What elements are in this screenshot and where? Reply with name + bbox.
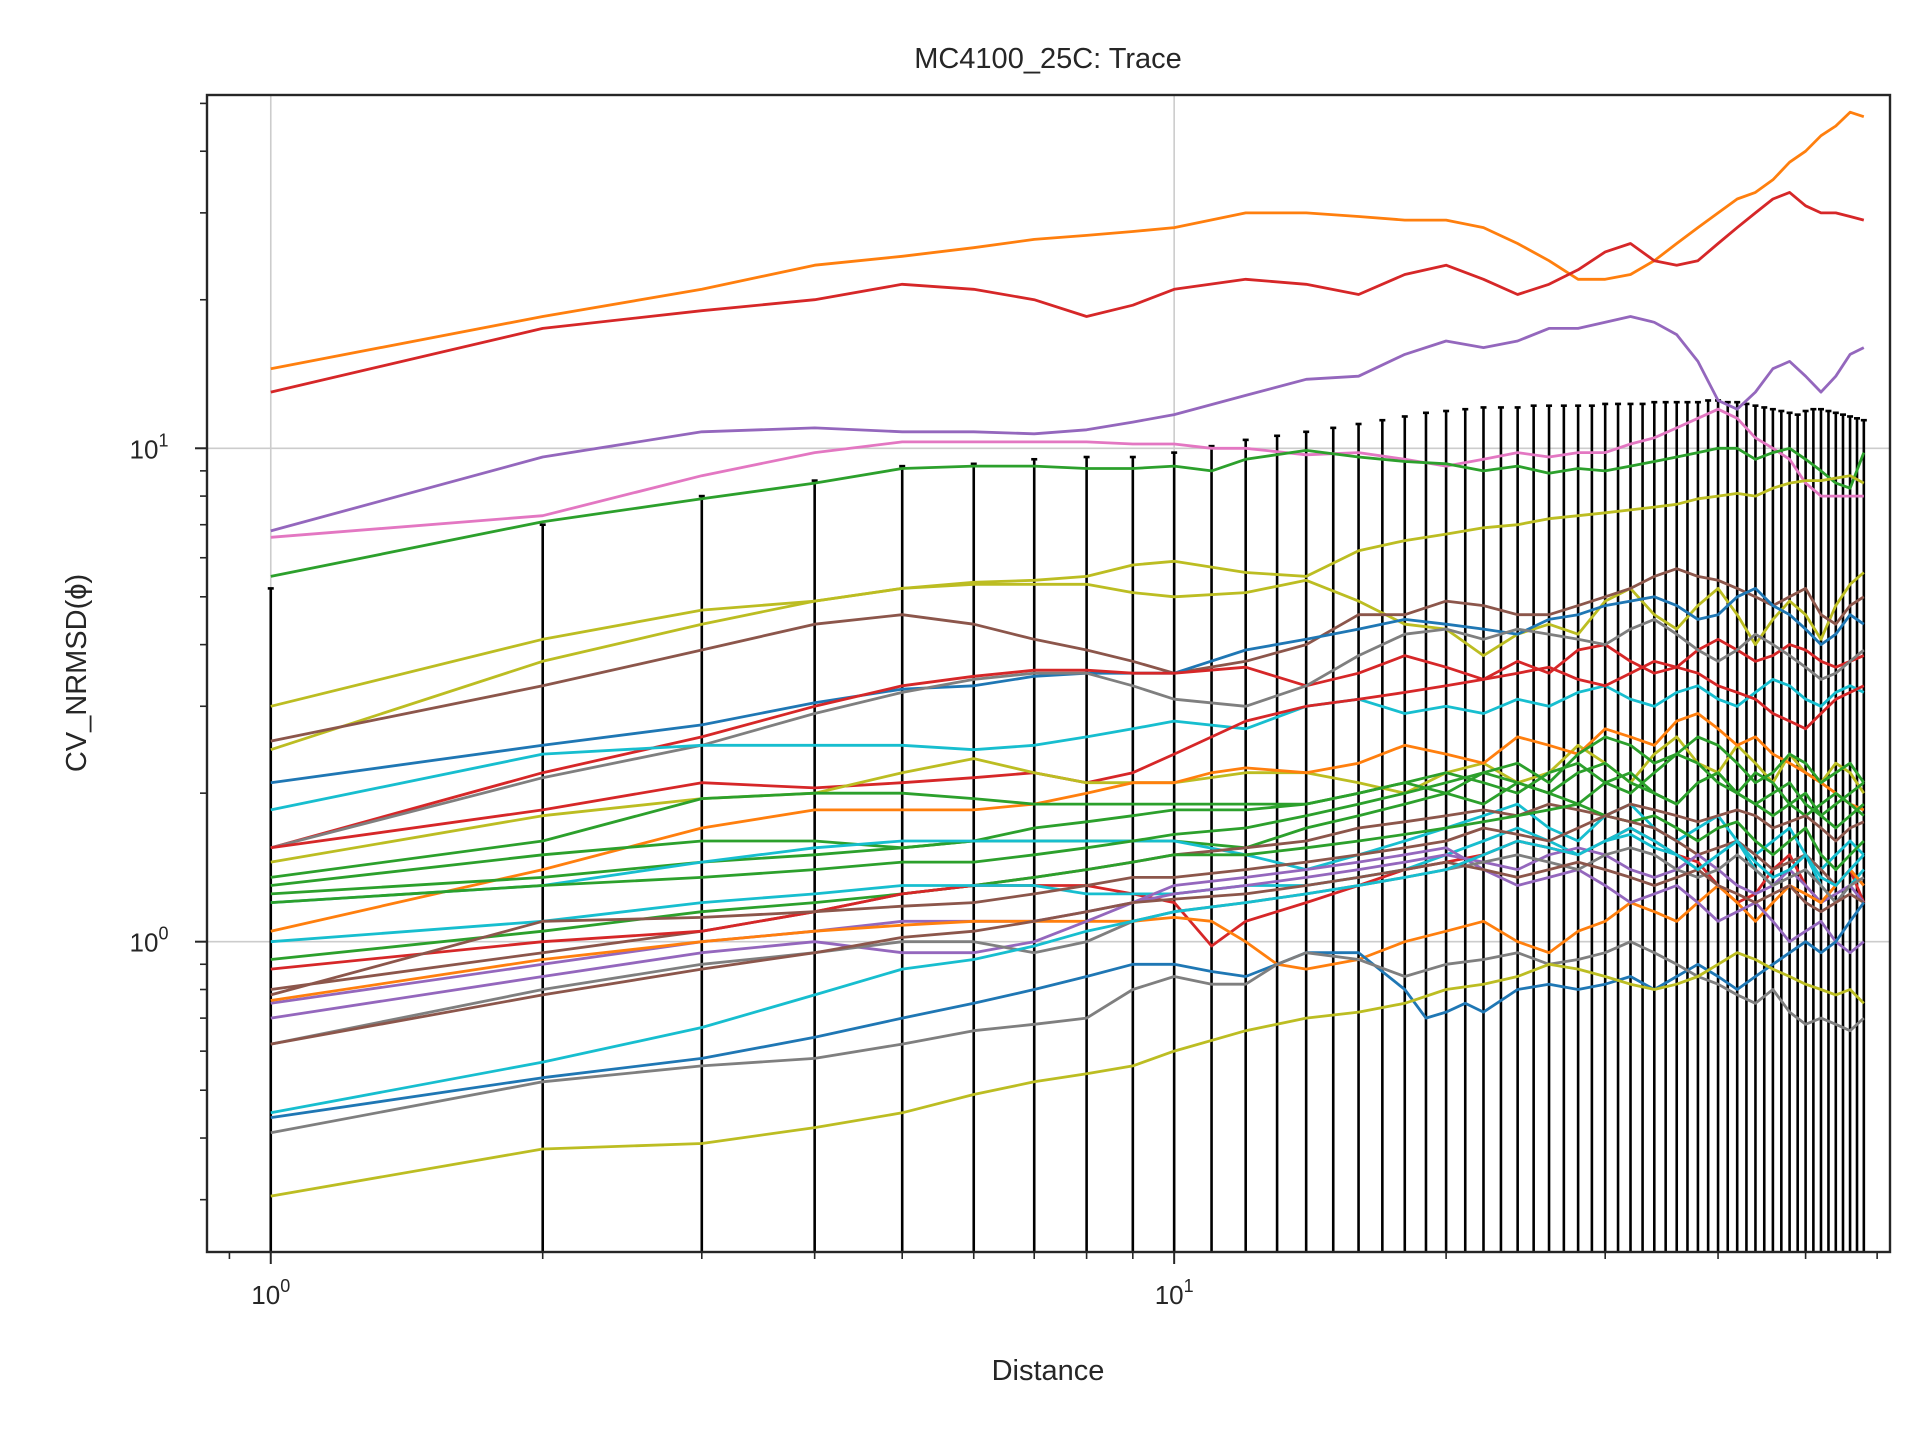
series-line-13	[270, 659, 1865, 850]
series-lines	[270, 110, 1866, 1198]
series-line-14	[270, 735, 1865, 864]
series-line-8	[270, 567, 1865, 743]
series-line-31	[270, 833, 1865, 1115]
series-line-22	[270, 802, 1865, 961]
series-line-33	[270, 940, 1865, 1135]
series-line-15	[270, 712, 1865, 933]
series-line-1	[270, 110, 1865, 371]
series-line-3	[270, 315, 1865, 533]
series-line-20	[270, 761, 1865, 904]
series-line-27	[270, 868, 1865, 1002]
series-line-30	[270, 860, 1865, 1046]
series-line-6	[270, 474, 1865, 752]
series-line-25	[270, 814, 1865, 997]
plot-frame	[205, 93, 1892, 1254]
series-line-16	[270, 735, 1865, 879]
series-line-5	[270, 446, 1866, 578]
series-line-34	[270, 951, 1865, 1198]
x-axis-label: Distance	[992, 1355, 1105, 1387]
series-line-29	[270, 846, 1865, 1046]
y-axis-label: CV_NRMSD(ϕ)	[61, 574, 93, 772]
series-line-9	[270, 587, 1865, 785]
series-line-19	[270, 802, 1865, 904]
series-line-17	[270, 752, 1865, 887]
x-tick-label: 101	[1155, 1276, 1194, 1310]
series-line-11	[270, 618, 1865, 850]
chart-title: MC4100_25C: Trace	[914, 43, 1182, 75]
series-line-2	[270, 190, 1865, 394]
series-line-12	[270, 678, 1865, 812]
